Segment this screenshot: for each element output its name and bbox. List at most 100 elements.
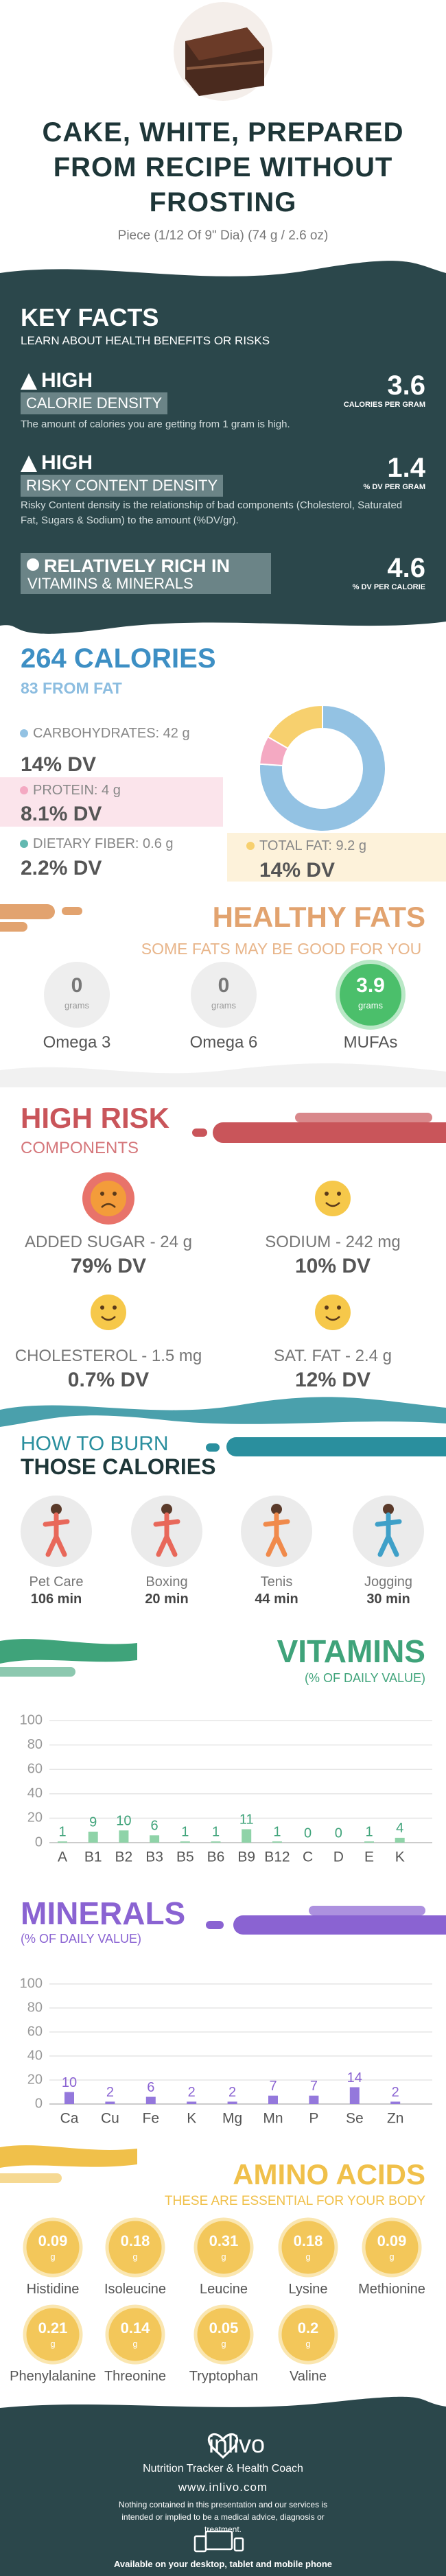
amino-unit: g [132, 2252, 138, 2262]
wave [206, 1921, 224, 1929]
face-eye [100, 1192, 104, 1196]
amino-name: Threonine [104, 2369, 167, 2384]
serving: Piece (1/12 Of 9" Dia) (74 g / 2.6 oz) [117, 228, 329, 243]
value-label: 14 [347, 2070, 362, 2085]
wave [0, 1639, 137, 1664]
value-label: 2 [228, 2085, 236, 2100]
bar [187, 2101, 197, 2104]
amino-name: Phenylalanine [10, 2369, 96, 2384]
face-eye [113, 1192, 117, 1196]
y-tick-label: 40 [27, 2048, 43, 2063]
x-tick-label: P [309, 2111, 318, 2127]
section-title: 264 CALORIES [21, 643, 216, 674]
bar [105, 2101, 115, 2104]
risk-label: SODIUM - 242 mg [265, 1233, 401, 1251]
nutrient-label: PROTEIN: 4 g [33, 783, 121, 798]
icon [21, 373, 37, 390]
nutrient-label: DIETARY FIBER: 0.6 g [33, 836, 174, 851]
value-label: 1 [365, 1825, 373, 1840]
x-tick-label: K [187, 2111, 196, 2127]
amino-unit: g [132, 2339, 138, 2349]
activity-head [51, 1504, 62, 1515]
wave [309, 1906, 425, 1915]
face-mouth [101, 1203, 116, 1208]
risk-label: ADDED SUGAR - 24 g [24, 1233, 193, 1251]
fat-unit: grams [211, 1000, 237, 1011]
icon [27, 558, 39, 571]
wave [0, 1397, 446, 1427]
section-subtitle: 83 FROM FAT [21, 679, 122, 697]
y-tick-label: 80 [27, 1737, 43, 1752]
x-tick-label: Zn [387, 2111, 404, 2127]
face-mouth [325, 1202, 340, 1207]
amino-value: 0.05 [209, 2319, 239, 2337]
activity-time: 20 min [145, 1592, 189, 1607]
brand: inlivo [208, 2430, 266, 2458]
bar [119, 1830, 129, 1843]
bar [64, 2092, 74, 2104]
nutrient-label: TOTAL FAT: 9.2 g [259, 838, 366, 853]
logo-icon [207, 2433, 239, 2459]
wave [295, 1113, 432, 1122]
amino-circle [193, 2304, 254, 2365]
chart-title: VITAMINS [277, 1633, 425, 1669]
bar [88, 1831, 98, 1843]
value-label: 6 [147, 2080, 154, 2095]
wave [0, 2145, 137, 2168]
wave [0, 1063, 446, 1087]
fat-name: Omega 3 [43, 1033, 111, 1052]
wave [233, 1915, 446, 1935]
fact-name: RISKY CONTENT DENSITY [21, 475, 224, 497]
x-tick-label: B12 [264, 1850, 290, 1865]
amino-value: 0.09 [38, 2232, 68, 2249]
url: www.inlivo.com [178, 2481, 268, 2494]
fat-box [227, 833, 446, 882]
wave [206, 1443, 220, 1452]
amino-circle [23, 2304, 83, 2365]
y-tick-label: 20 [27, 1810, 43, 1825]
nutrient-label: CARBOHYDRATES: 42 g [33, 726, 190, 741]
bar [58, 1841, 67, 1843]
risk-dv: 12% DV [294, 1369, 371, 1391]
activity-name: Tenis [260, 1574, 293, 1590]
wave [0, 922, 27, 932]
amino-unit: g [389, 2252, 395, 2262]
activity-figure [263, 1512, 290, 1557]
face [91, 1295, 126, 1330]
activity-time: 106 min [30, 1592, 82, 1607]
value-label: 10 [62, 2075, 77, 2090]
risk-label: CHOLESTEROL - 1.5 mg [14, 1347, 202, 1365]
risk-dv: 79% DV [70, 1255, 147, 1277]
bar [390, 2101, 401, 2104]
wave [62, 907, 82, 915]
amino-value: 0.2 [297, 2319, 319, 2337]
y-tick-label: 60 [27, 2024, 43, 2039]
amino-value: 0.21 [38, 2319, 68, 2337]
face [91, 1181, 126, 1216]
amino-unit: g [50, 2252, 56, 2262]
value-label: 9 [89, 1815, 97, 1830]
key-facts-bg [0, 261, 446, 634]
section-subtitle: COMPONENTS [21, 1139, 139, 1157]
activity-time: 30 min [366, 1592, 410, 1607]
bar [364, 1841, 374, 1843]
fact-description: The amount of calories you are getting f… [21, 418, 290, 430]
x-tick-label: B2 [115, 1850, 133, 1865]
cake-top [185, 27, 264, 60]
fact-value: 3.6 [387, 370, 425, 401]
activity-time: 44 min [255, 1592, 298, 1607]
y-tick-label: 60 [27, 1761, 43, 1776]
x-tick-label: B9 [237, 1850, 255, 1865]
nutrient-dv: 2.2% DV [21, 857, 102, 879]
section-title: THOSE CALORIES [21, 1454, 216, 1479]
wave [226, 1437, 446, 1456]
fact-unit: % DV PER GRAM [363, 483, 425, 491]
x-tick-label: E [364, 1850, 374, 1865]
x-tick-label: Fe [143, 2111, 160, 2127]
fact-level: HIGH [41, 369, 93, 392]
fat-circle [44, 962, 110, 1028]
available: Available on your desktop, tablet and mo… [113, 2559, 333, 2569]
section-title: HEALTHY FATS [212, 901, 425, 933]
x-tick-label: A [58, 1850, 67, 1865]
